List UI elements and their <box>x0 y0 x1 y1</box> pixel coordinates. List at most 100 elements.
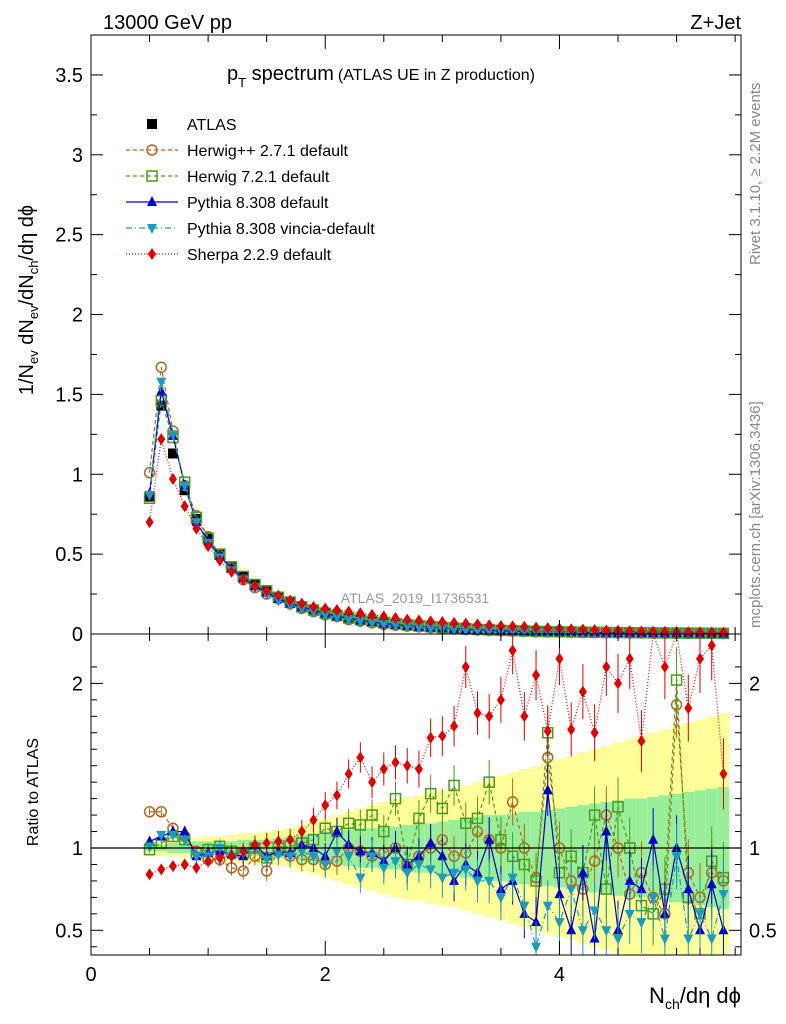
ratio-data-point <box>566 885 577 896</box>
ratio-data-point <box>262 837 271 850</box>
ratio-data-point <box>403 759 412 772</box>
ratio-data-point <box>554 918 565 929</box>
upper-y-tick-label: 3 <box>72 145 83 167</box>
ratio-data-point <box>624 909 635 920</box>
ratio-data-point <box>506 796 519 808</box>
upper-data-point <box>215 554 224 567</box>
rivet-label: Rivet 3.1.10, ≥ 2.2M events <box>747 83 764 266</box>
ratio-data-point <box>297 825 306 838</box>
upper-y-tick-label: 1 <box>72 464 83 486</box>
upper-data-point <box>508 620 517 633</box>
ratio-data-point <box>706 934 717 945</box>
upper-data-point <box>496 620 505 633</box>
ratio-data-point <box>590 726 599 739</box>
upper-data-point <box>390 621 401 632</box>
ratio-data-point <box>484 876 495 887</box>
ratio-data-point <box>180 858 189 871</box>
ratio-data-point <box>378 825 390 838</box>
ratio-data-point <box>448 779 460 792</box>
ratio-data-point <box>356 751 365 764</box>
ratio-data-point <box>285 852 296 863</box>
ratio-data-point <box>319 822 331 834</box>
upper-y-tick-label: 0.5 <box>55 544 83 566</box>
header-energy: 13000 GeV pp <box>103 12 232 34</box>
legend: ATLAS Herwig++ 2.7.1 default Herwig 7.2.1 … <box>126 117 375 264</box>
upper-data-point <box>696 626 705 639</box>
upper-data-point <box>414 614 423 627</box>
ratio-data-point <box>378 863 389 874</box>
ratio-data-point <box>437 850 448 861</box>
ratio-data-point <box>589 906 600 917</box>
upper-series-5 <box>145 433 728 639</box>
ratio-data-point <box>555 652 564 665</box>
legend-label: Sherpa 2.2.9 default <box>187 247 332 264</box>
ratio-data-point <box>495 893 506 904</box>
upper-data-point <box>532 621 541 634</box>
ratio-series-line <box>149 834 725 949</box>
upper-data-point <box>286 594 295 607</box>
upper-data-point <box>355 617 366 628</box>
ratio-data-point <box>144 842 155 853</box>
ratio-data-point <box>542 901 553 912</box>
ratio-data-point <box>637 735 646 747</box>
upper-data-point <box>413 623 424 634</box>
upper-data-point <box>143 466 156 479</box>
ratio-data-point <box>438 730 447 743</box>
upper-data-point <box>262 584 271 597</box>
x-tick-label: 2 <box>320 964 331 986</box>
ratio-data-point <box>368 776 377 789</box>
ratio-data-point <box>273 850 284 861</box>
upper-y-tick-label: 0 <box>72 624 83 646</box>
ratio-data-point <box>366 809 378 821</box>
ratio-data-point <box>355 845 366 856</box>
legend-marker <box>147 119 157 129</box>
lower-y-tick-label-left: 0.5 <box>55 920 83 942</box>
ratio-data-point <box>567 723 576 736</box>
ratio-data-point <box>309 814 318 827</box>
upper-data-point <box>145 516 154 529</box>
ratio-data-point <box>342 817 355 830</box>
ratio-data-point <box>719 767 728 780</box>
ratio-data-point <box>261 855 272 866</box>
upper-data-point <box>321 602 330 615</box>
ratio-data-point <box>684 702 693 715</box>
lower-y-tick-label-left: 2 <box>72 673 83 695</box>
upper-data-point <box>602 624 611 637</box>
ratio-data-point <box>227 850 236 863</box>
upper-data-point <box>156 377 167 388</box>
header-process: Z+Jet <box>690 12 741 34</box>
x-axis-label: Nch/dη dϕ <box>649 983 741 1012</box>
upper-data-point <box>520 620 529 633</box>
x-tick-label: 0 <box>85 964 96 986</box>
upper-data-point <box>344 605 353 618</box>
ratio-data-point <box>496 693 505 706</box>
upper-data-point <box>309 600 318 613</box>
legend-marker <box>146 144 158 156</box>
upper-data-point <box>368 608 377 621</box>
upper-y-tick-label: 3.5 <box>55 65 83 87</box>
ratio-data-point <box>566 924 577 935</box>
ratio-series-line <box>149 704 724 916</box>
upper-data-point <box>438 616 447 629</box>
ratio-data-point <box>707 639 716 652</box>
ratio-data-point <box>507 873 518 884</box>
upper-data-point <box>227 565 236 578</box>
ratio-data-point <box>308 852 319 863</box>
upper-data-point <box>450 616 459 629</box>
ratio-data-point <box>530 875 542 887</box>
upper-data-point <box>543 622 552 635</box>
upper-data-point <box>379 610 388 623</box>
ratio-data-point <box>167 830 178 841</box>
ratio-data-point <box>683 934 694 945</box>
ratio-data-point <box>612 801 624 813</box>
upper-data-point <box>484 626 495 637</box>
upper-data-point <box>707 626 716 639</box>
ratio-data-point <box>473 707 482 720</box>
ratio-data-point <box>718 890 729 901</box>
ratio-data-point <box>143 806 156 818</box>
legend-label: Herwig 7.2.1 default <box>187 169 330 186</box>
upper-data-point <box>168 473 177 486</box>
upper-data-point <box>204 540 213 553</box>
upper-data-point <box>684 626 693 639</box>
ratio-data-point <box>436 802 449 815</box>
